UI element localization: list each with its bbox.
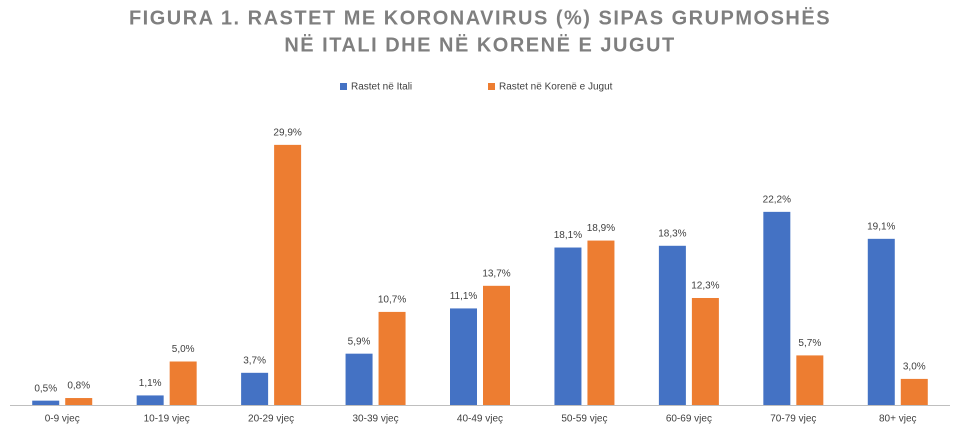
x-tick-label: 50-59 vjeç (561, 414, 607, 425)
value-label: 3,7% (243, 355, 266, 366)
legend-label: Rastet në Itali (351, 82, 412, 93)
bar (450, 308, 477, 405)
bar (483, 285, 510, 405)
bar (658, 245, 686, 405)
value-label: 29,9% (273, 128, 301, 139)
x-tick-label: 70-79 vjeç (770, 414, 816, 425)
bar (554, 247, 582, 405)
value-label: 19,1% (867, 221, 895, 232)
chart-subtitle: NË ITALI DHE NË KORENË E JUGUT (284, 33, 675, 56)
value-label: 12,3% (691, 281, 719, 292)
legend-label: Rastet në Korenë e Jugut (499, 82, 613, 93)
bar (796, 355, 824, 405)
bar (169, 361, 197, 405)
chart-title: FIGURA 1. RASTET ME KORONAVIRUS (%) SIPA… (129, 6, 831, 29)
value-label: 18,9% (587, 223, 615, 234)
value-label: 0,5% (34, 383, 57, 394)
bar (65, 398, 93, 405)
x-tick-label: 60-69 vjeç (666, 414, 712, 425)
value-label: 13,7% (482, 268, 510, 279)
bar (274, 144, 302, 405)
x-tick-label: 0-9 vjeç (45, 414, 80, 425)
bar (867, 238, 895, 405)
value-label: 5,0% (172, 344, 195, 355)
bar (136, 395, 164, 405)
bar (900, 378, 928, 405)
value-label: 5,7% (798, 338, 821, 349)
legend-swatch (488, 83, 495, 90)
value-label: 22,2% (763, 195, 791, 206)
x-tick-label: 80+ vjeç (879, 414, 917, 425)
value-label: 18,3% (658, 228, 686, 239)
value-label: 18,1% (554, 230, 582, 241)
value-label: 0,8% (67, 381, 90, 392)
value-label: 1,1% (139, 378, 162, 389)
value-label: 3,0% (903, 362, 926, 373)
bar (345, 353, 373, 405)
x-tick-label: 30-39 vjeç (352, 414, 398, 425)
bar (241, 372, 269, 405)
value-label: 10,7% (378, 295, 406, 306)
bar (378, 311, 406, 405)
bar (587, 240, 615, 405)
x-tick-label: 20-29 vjeç (248, 414, 294, 425)
bar (763, 211, 791, 405)
value-label: 5,9% (348, 336, 371, 347)
bar (32, 400, 60, 405)
x-tick-label: 10-19 vjeç (144, 414, 190, 425)
value-label: 11,1% (450, 291, 478, 302)
bar (691, 297, 719, 405)
legend-swatch (340, 83, 347, 90)
x-tick-label: 40-49 vjeç (457, 414, 503, 425)
